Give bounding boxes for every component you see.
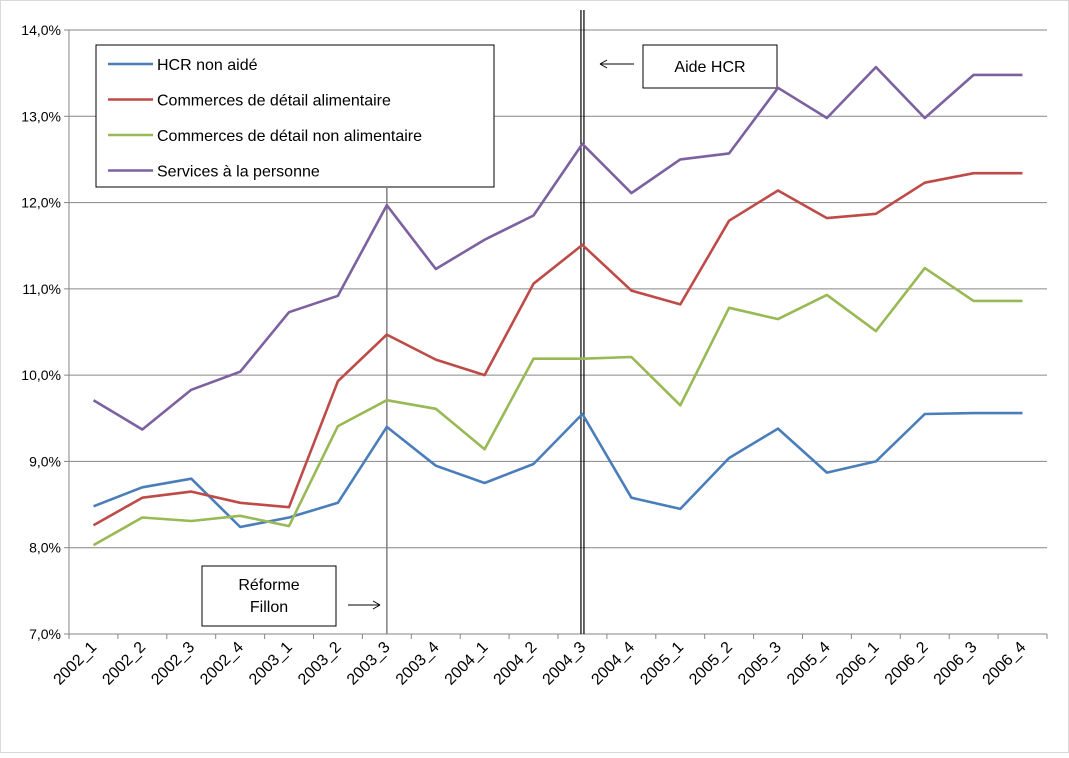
legend-label-3: Services à la personne [157,164,320,181]
series-line-0 [93,411,1023,529]
reforme-fillon-label-line2: Fillon [250,599,288,616]
y-tick-label: 10,0% [21,367,61,383]
reforme-fillon-arrow-icon [348,600,381,610]
legend-label-2: Commerces de détail non alimentaire [157,128,422,145]
y-tick-label: 9,0% [29,453,61,469]
y-tick-label: 8,0% [29,540,61,556]
legend-label-0: HCR non aidé [157,57,258,74]
legend-label-1: Commerces de détail alimentaire [157,93,391,110]
legend-box [95,44,495,188]
gridlines [69,29,1047,549]
series-line-3 [92,65,1023,431]
y-tick-label: 7,0% [29,626,61,642]
y-tick-label: 12,0% [21,195,61,211]
series-line-2 [92,266,1023,547]
y-tick-label: 14,0% [21,22,61,38]
reforme-fillon-label-line1: Réforme [238,577,299,594]
series-lines [92,65,1023,547]
aide-hcr-label: Aide HCR [674,59,745,76]
aide-hcr-arrow-icon [599,59,634,69]
legend: HCR non aidé Commerces de détail alimenta… [95,44,495,188]
annotations: Aide HCR Réforme Fillon [201,10,778,634]
y-tick-label: 11,0% [22,281,61,297]
y-tick-label: 13,0% [21,108,61,124]
series-line-1 [92,171,1023,527]
reforme-fillon-box [201,565,337,627]
aide-hcr-box [642,44,778,89]
